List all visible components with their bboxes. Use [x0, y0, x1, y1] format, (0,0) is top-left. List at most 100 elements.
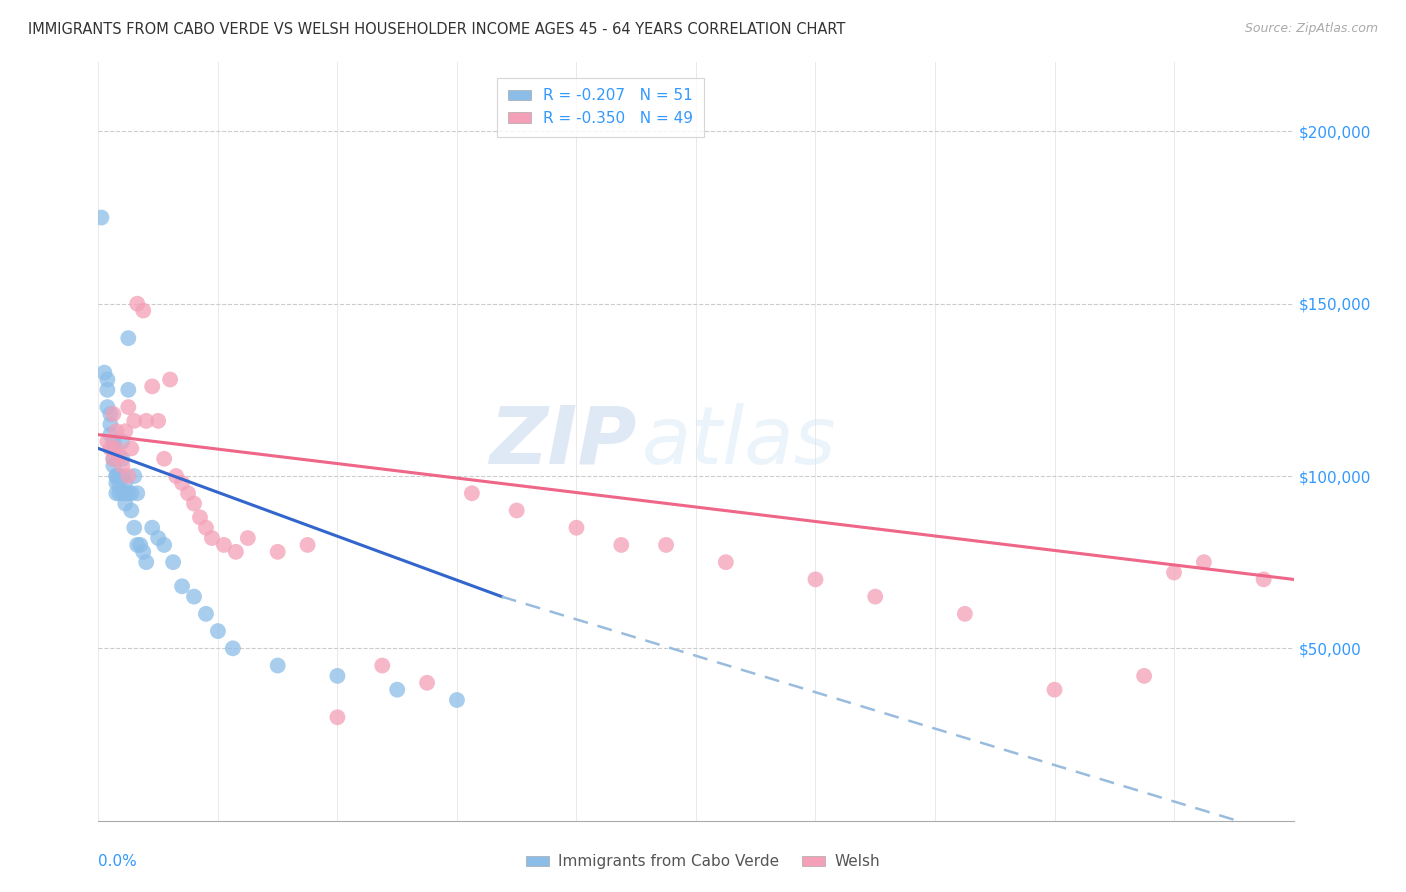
Point: [141, 379, 163, 393]
Point: [267, 545, 290, 559]
Point: [165, 469, 187, 483]
Point: [326, 669, 349, 683]
Point: [225, 545, 247, 559]
Point: [159, 372, 181, 386]
Text: 0.0%: 0.0%: [98, 855, 138, 869]
Point: [108, 475, 131, 490]
Point: [183, 497, 205, 511]
Point: [610, 538, 633, 552]
Point: [111, 458, 134, 473]
Point: [804, 573, 827, 587]
Point: [105, 475, 128, 490]
Point: [103, 451, 125, 466]
Point: [1133, 669, 1156, 683]
Point: [1043, 682, 1066, 697]
Point: [108, 448, 131, 462]
Point: [195, 607, 218, 621]
Point: [132, 545, 155, 559]
Point: [207, 624, 229, 639]
Point: [96, 372, 118, 386]
Point: [135, 414, 157, 428]
Point: [120, 503, 142, 517]
Point: [114, 424, 136, 438]
Point: [111, 434, 134, 449]
Point: [124, 521, 146, 535]
Text: IMMIGRANTS FROM CABO VERDE VS WELSH HOUSEHOLDER INCOME AGES 45 - 64 YEARS CORREL: IMMIGRANTS FROM CABO VERDE VS WELSH HOUS…: [28, 22, 845, 37]
Point: [114, 497, 136, 511]
Point: [1192, 555, 1215, 569]
Point: [98, 417, 122, 432]
Point: [111, 486, 134, 500]
Point: [132, 303, 155, 318]
Point: [385, 682, 409, 697]
Point: [103, 451, 125, 466]
Point: [446, 693, 468, 707]
Point: [267, 658, 290, 673]
Point: [172, 475, 194, 490]
Point: [105, 469, 128, 483]
Point: [127, 486, 149, 500]
Legend: R = -0.207   N = 51, R = -0.350   N = 49: R = -0.207 N = 51, R = -0.350 N = 49: [498, 78, 703, 136]
Point: [565, 521, 588, 535]
Point: [111, 451, 134, 466]
Point: [98, 407, 122, 421]
Point: [714, 555, 737, 569]
Point: [506, 503, 529, 517]
Legend: Immigrants from Cabo Verde, Welsh: Immigrants from Cabo Verde, Welsh: [520, 848, 886, 875]
Point: [148, 414, 170, 428]
Point: [98, 442, 122, 456]
Point: [153, 538, 176, 552]
Point: [114, 475, 136, 490]
Point: [103, 407, 125, 421]
Point: [120, 486, 142, 500]
Point: [297, 538, 319, 552]
Point: [188, 510, 211, 524]
Point: [127, 296, 149, 310]
Point: [93, 366, 115, 380]
Point: [103, 434, 125, 449]
Point: [153, 451, 176, 466]
Point: [117, 400, 139, 414]
Point: [98, 427, 122, 442]
Point: [96, 383, 118, 397]
Point: [96, 400, 118, 414]
Point: [371, 658, 394, 673]
Point: [108, 469, 131, 483]
Point: [183, 590, 205, 604]
Point: [124, 414, 146, 428]
Point: [148, 531, 170, 545]
Point: [114, 486, 136, 500]
Point: [172, 579, 194, 593]
Point: [117, 383, 139, 397]
Point: [201, 531, 224, 545]
Point: [135, 555, 157, 569]
Point: [117, 486, 139, 500]
Text: Source: ZipAtlas.com: Source: ZipAtlas.com: [1244, 22, 1378, 36]
Point: [177, 486, 200, 500]
Point: [1163, 566, 1185, 580]
Text: atlas: atlas: [643, 402, 837, 481]
Point: [416, 675, 439, 690]
Point: [195, 521, 218, 535]
Text: ZIP: ZIP: [489, 402, 637, 481]
Point: [326, 710, 349, 724]
Point: [953, 607, 976, 621]
Point: [111, 469, 134, 483]
Point: [236, 531, 259, 545]
Point: [222, 641, 245, 656]
Point: [127, 538, 149, 552]
Point: [865, 590, 887, 604]
Point: [129, 538, 152, 552]
Point: [124, 469, 146, 483]
Point: [117, 331, 139, 345]
Point: [141, 521, 163, 535]
Point: [162, 555, 184, 569]
Point: [108, 486, 131, 500]
Point: [105, 442, 128, 456]
Point: [103, 442, 125, 456]
Point: [105, 469, 128, 483]
Point: [212, 538, 235, 552]
Point: [461, 486, 484, 500]
Point: [117, 469, 139, 483]
Point: [96, 434, 118, 449]
